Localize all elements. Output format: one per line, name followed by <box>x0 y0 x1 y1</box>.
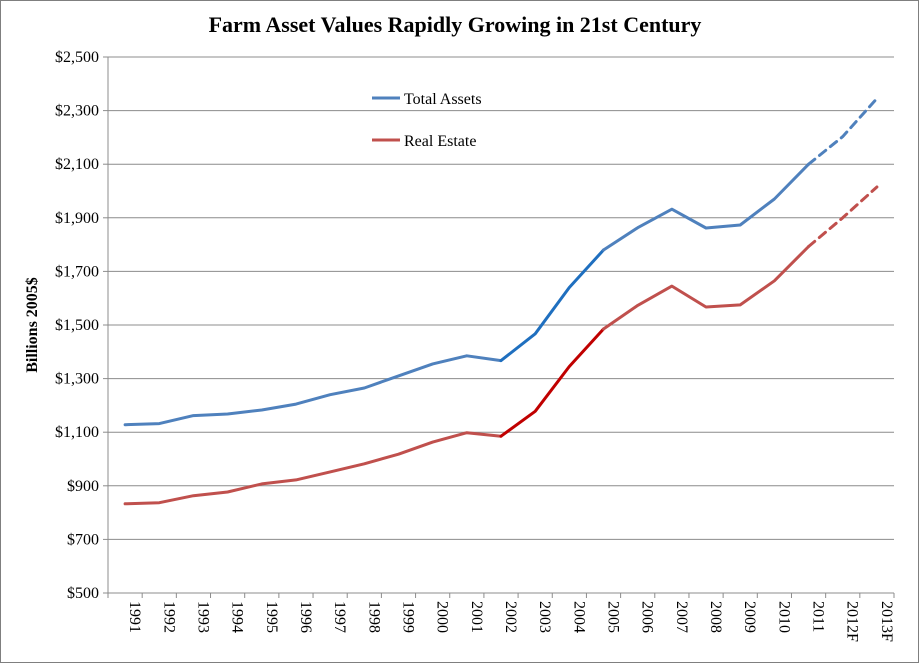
x-tick-label: 2010 <box>775 601 792 633</box>
series-line-total-assets <box>123 354 503 427</box>
series-line-real-estate <box>499 327 605 438</box>
y-axis-label: Billions 2005$ <box>24 277 41 373</box>
series-line-real-estate <box>807 185 879 248</box>
y-tick-label: $500 <box>67 585 99 602</box>
y-tick-label: $2,500 <box>55 49 99 66</box>
x-tick-label: 2013F <box>878 601 895 642</box>
x-tick-label: 2006 <box>639 601 656 633</box>
x-tick-label: 1999 <box>399 601 416 633</box>
x-tick-label: 1998 <box>365 601 382 633</box>
x-tick-label: 2002 <box>502 601 519 633</box>
series-lines <box>123 97 879 506</box>
x-tick-label: 1992 <box>160 601 177 633</box>
y-tick-label: $1,500 <box>55 317 99 334</box>
x-tick-label: 2003 <box>536 601 553 633</box>
x-tick-label: 2011 <box>810 601 827 632</box>
x-tick-label: 2007 <box>673 601 690 633</box>
y-tick-label: $700 <box>67 531 99 548</box>
y-axis-ticks: $500 $700 $900 $1,100 $1,300 $1,500 $1,700 $1,9… <box>55 49 108 602</box>
x-tick-label: 2000 <box>434 601 451 633</box>
legend-label: Real Estate <box>404 133 476 150</box>
series-line-real-estate <box>602 245 811 331</box>
x-tick-label: 1996 <box>297 601 314 633</box>
y-tick-label: $1,700 <box>55 263 99 280</box>
x-tick-label: 1991 <box>126 601 143 633</box>
x-tick-label: 1994 <box>229 601 246 633</box>
y-tick-label: $1,100 <box>55 424 99 441</box>
chart-title: Farm Asset Values Rapidly Growing in 21s… <box>209 12 702 37</box>
gridlines <box>107 56 894 594</box>
legend: Total Assets Real Estate <box>372 91 482 150</box>
series-line-total-assets <box>602 162 811 252</box>
x-axis-ticks: 1991 1992 1993 1994 1995 1996 1997 1998 1999 2000… <box>107 593 895 642</box>
x-tick-label: 2005 <box>605 601 622 633</box>
x-tick-label: 2012F <box>844 601 861 642</box>
y-tick-label: $1,900 <box>55 210 99 227</box>
y-tick-label: $1,300 <box>55 371 99 388</box>
x-tick-label: 1997 <box>331 601 348 633</box>
x-tick-label: 2009 <box>741 601 758 633</box>
y-tick-label: $900 <box>67 478 99 495</box>
y-tick-label: $2,300 <box>55 103 99 120</box>
x-tick-label: 2008 <box>707 601 724 633</box>
series-line-total-assets <box>807 97 879 166</box>
x-tick-label: 1995 <box>263 601 280 633</box>
x-tick-label: 2001 <box>468 601 485 633</box>
x-tick-label: 1993 <box>194 601 211 633</box>
legend-label: Total Assets <box>404 91 482 108</box>
series-line-total-assets <box>499 248 605 363</box>
y-tick-label: $2,100 <box>55 156 99 173</box>
series-line-real-estate <box>123 431 503 506</box>
x-tick-label: 2004 <box>570 601 587 633</box>
